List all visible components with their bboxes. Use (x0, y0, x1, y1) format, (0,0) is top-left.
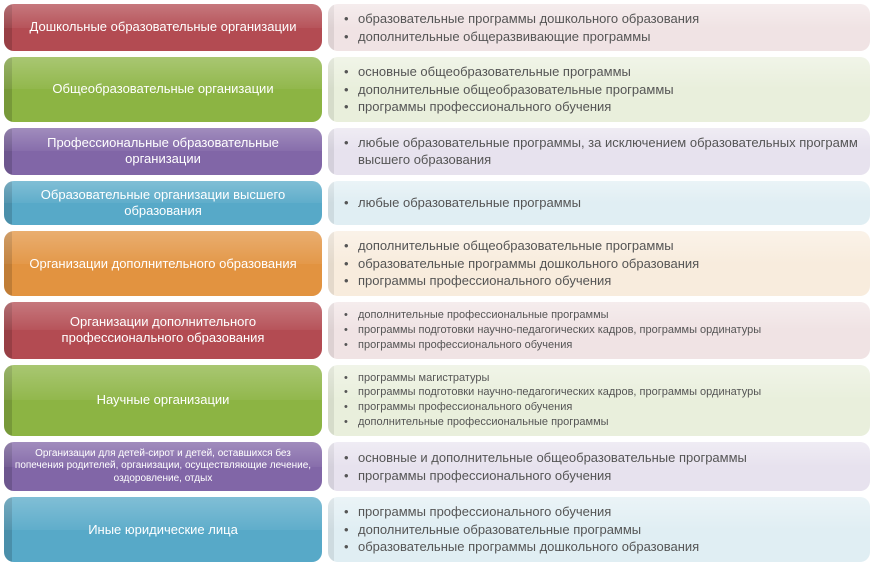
label-cell: Организации дополнительного образования (4, 231, 322, 296)
content-list: дополнительные профессиональные программ… (334, 308, 761, 353)
list-item: любые образовательные программы, за искл… (344, 134, 858, 169)
content-cell: любые образовательные программы, за искл… (328, 128, 870, 175)
label-text: Организации дополнительного образования (29, 256, 296, 272)
label-text: Образовательные организации высшего обра… (14, 187, 312, 220)
content-list: дополнительные общеобразовательные прогр… (334, 237, 699, 290)
content-cell: дополнительные профессиональные программ… (328, 302, 870, 359)
list-item: дополнительные общеобразовательные прогр… (344, 81, 674, 99)
list-item: образовательные программы дошкольного об… (344, 255, 699, 273)
list-item: образовательные программы дошкольного об… (344, 538, 699, 556)
content-list: основные и дополнительные общеобразовате… (334, 449, 747, 484)
list-item: основные и дополнительные общеобразовате… (344, 449, 747, 467)
content-cell: любые образовательные программы (328, 181, 870, 226)
label-cell: Образовательные организации высшего обра… (4, 181, 322, 226)
organization-programs-table: Дошкольные образовательные организации об… (4, 4, 870, 562)
label-text: Дошкольные образовательные организации (30, 19, 297, 35)
content-cell: основные и дополнительные общеобразовате… (328, 442, 870, 492)
label-cell: Организации дополнительного профессионал… (4, 302, 322, 359)
list-item: программы профессионального обучения (344, 98, 674, 116)
list-item: любые образовательные программы (344, 194, 581, 212)
label-text: Организации для детей-сирот и детей, ост… (14, 448, 312, 486)
label-cell: Профессиональные образовательные организ… (4, 128, 322, 175)
row: Иные юридические лица программы профессио… (4, 497, 870, 562)
row: Дошкольные образовательные организации об… (4, 4, 870, 51)
list-item: дополнительные профессиональные программ… (344, 415, 761, 430)
list-item: программы профессионального обучения (344, 503, 699, 521)
content-list: основные общеобразовательные программыдо… (334, 63, 674, 116)
content-cell: программы магистратурыпрограммы подготов… (328, 365, 870, 436)
row: Образовательные организации высшего обра… (4, 181, 870, 226)
row: Организации дополнительного профессионал… (4, 302, 870, 359)
list-item: дополнительные профессиональные программ… (344, 308, 761, 323)
content-cell: основные общеобразовательные программыдо… (328, 57, 870, 122)
content-list: программы профессионального обучениядопо… (334, 503, 699, 556)
list-item: дополнительные общеразвивающие программы (344, 28, 699, 46)
list-item: программы профессионального обучения (344, 467, 747, 485)
label-cell: Иные юридические лица (4, 497, 322, 562)
label-cell: Общеобразовательные организации (4, 57, 322, 122)
content-list: программы магистратурыпрограммы подготов… (334, 371, 761, 430)
label-text: Профессиональные образовательные организ… (14, 135, 312, 168)
row: Научные организации программы магистратур… (4, 365, 870, 436)
row: Организации для детей-сирот и детей, ост… (4, 442, 870, 492)
label-cell: Организации для детей-сирот и детей, ост… (4, 442, 322, 492)
list-item: программы профессионального обучения (344, 400, 761, 415)
row: Профессиональные образовательные организ… (4, 128, 870, 175)
content-list: любые образовательные программы, за искл… (334, 134, 858, 169)
list-item: программы магистратуры (344, 371, 761, 386)
list-item: основные общеобразовательные программы (344, 63, 674, 81)
content-list: образовательные программы дошкольного об… (334, 10, 699, 45)
label-cell: Научные организации (4, 365, 322, 436)
label-text: Иные юридические лица (88, 522, 238, 538)
list-item: образовательные программы дошкольного об… (344, 10, 699, 28)
list-item: дополнительные образовательные программы (344, 521, 699, 539)
content-cell: дополнительные общеобразовательные прогр… (328, 231, 870, 296)
label-text: Общеобразовательные организации (52, 81, 273, 97)
list-item: программы профессионального обучения (344, 272, 699, 290)
list-item: программы профессионального обучения (344, 338, 761, 353)
label-cell: Дошкольные образовательные организации (4, 4, 322, 51)
label-text: Организации дополнительного профессионал… (14, 314, 312, 347)
list-item: дополнительные общеобразовательные прогр… (344, 237, 699, 255)
list-item: программы подготовки научно-педагогическ… (344, 323, 761, 338)
row: Общеобразовательные организации основные … (4, 57, 870, 122)
content-list: любые образовательные программы (334, 194, 581, 212)
list-item: программы подготовки научно-педагогическ… (344, 385, 761, 400)
label-text: Научные организации (97, 392, 230, 408)
content-cell: образовательные программы дошкольного об… (328, 4, 870, 51)
row: Организации дополнительного образования д… (4, 231, 870, 296)
content-cell: программы профессионального обучениядопо… (328, 497, 870, 562)
